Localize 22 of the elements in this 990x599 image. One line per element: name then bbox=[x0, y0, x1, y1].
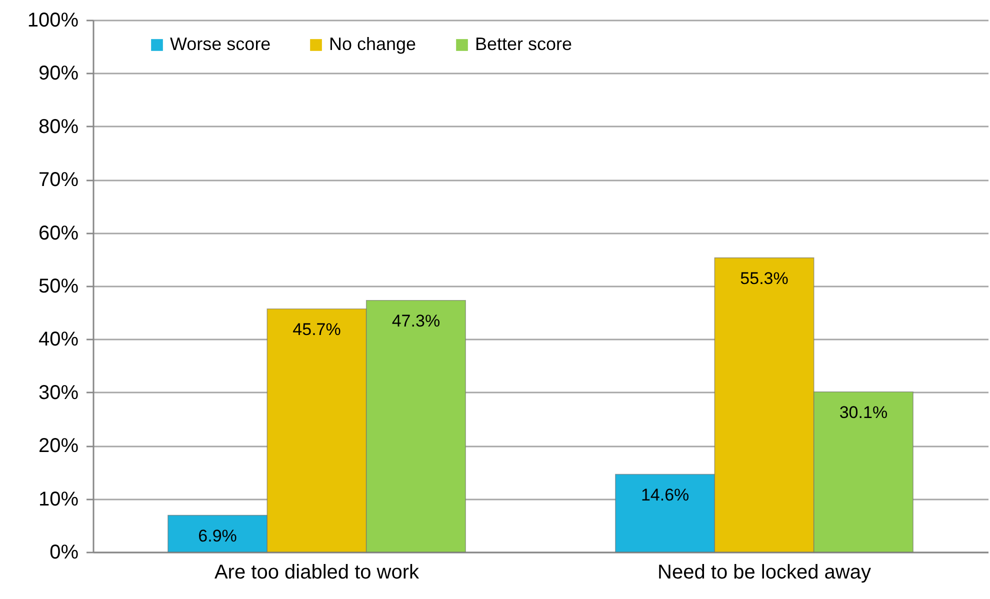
data-label: 14.6% bbox=[640, 485, 690, 504]
y-tick-label: 30% bbox=[38, 382, 79, 404]
data-label: 55.3% bbox=[740, 268, 788, 288]
y-tick-label: 50% bbox=[38, 276, 79, 298]
y-tick-label: 90% bbox=[38, 62, 79, 85]
legend-label: No change bbox=[329, 34, 416, 54]
y-tick-label: 40% bbox=[38, 328, 79, 351]
y-tick-label: 20% bbox=[38, 435, 79, 458]
y-tick-label: 80% bbox=[38, 116, 79, 138]
y-tick-label: 60% bbox=[38, 222, 79, 244]
legend-label: Worse score bbox=[170, 34, 271, 54]
y-tick-label: 100% bbox=[27, 10, 79, 32]
y-tick-label: 0% bbox=[50, 542, 79, 564]
x-tick-label: Are too diabled to work bbox=[214, 562, 420, 584]
data-label: 47.3% bbox=[392, 311, 440, 330]
data-label: 45.7% bbox=[292, 320, 341, 339]
x-tick-label: Need to be locked away bbox=[658, 562, 871, 584]
data-label: 30.1% bbox=[839, 402, 888, 422]
data-label: 6.9% bbox=[198, 526, 237, 546]
y-tick-label: 70% bbox=[38, 169, 79, 192]
legend-label: Better score bbox=[475, 34, 572, 54]
y-tick-label: 10% bbox=[38, 488, 79, 510]
